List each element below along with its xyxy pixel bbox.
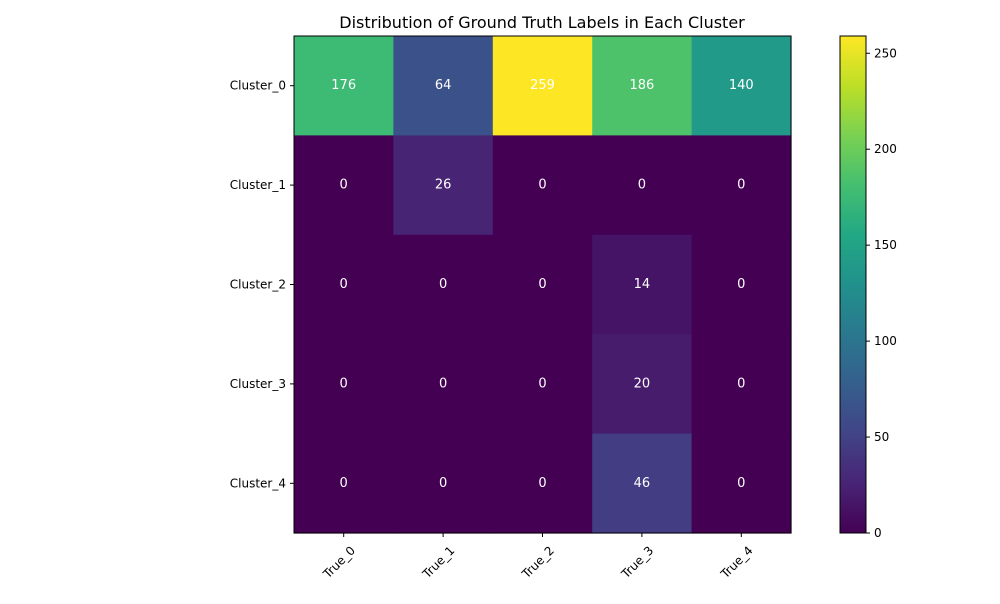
heatmap-cell (492, 36, 593, 136)
colorbar-tick-label: 150 (874, 238, 897, 252)
cell-value-label: 26 (435, 178, 452, 193)
cell-value-label: 0 (538, 277, 546, 292)
heatmap-cell (691, 433, 792, 534)
x-tick-label: True_4 (717, 543, 755, 581)
cell-value-label: 0 (340, 376, 348, 391)
heatmap-cell (691, 36, 792, 136)
heatmap-cell (691, 334, 792, 435)
heatmap-cells (294, 36, 792, 534)
x-tick-label: True_1 (419, 543, 457, 581)
y-tick-label: Cluster_2 (230, 278, 286, 292)
heatmap-cell (492, 135, 593, 236)
heatmap-cell (294, 36, 394, 136)
cell-value-label: 140 (729, 78, 754, 93)
plot-frame (293, 35, 792, 534)
colorbar-tick-label: 250 (874, 46, 897, 60)
cell-value-label: 0 (538, 178, 546, 193)
cell-value-label: 0 (340, 178, 348, 193)
cell-value-label: 0 (538, 376, 546, 391)
cell-value-label: 186 (629, 78, 654, 93)
heatmap-cell (294, 135, 394, 236)
cell-value-label: 0 (340, 476, 348, 491)
cell-value-label: 14 (634, 277, 651, 292)
heatmap-cell (592, 334, 693, 435)
heatmap-cell (691, 234, 792, 335)
heatmap-cell (592, 36, 693, 136)
cell-value-label: 64 (435, 78, 452, 93)
cell-value-label: 0 (439, 376, 447, 391)
cell-value-label: 0 (737, 376, 745, 391)
heatmap-cell (592, 433, 693, 534)
cell-value-label: 0 (538, 476, 546, 491)
heatmap-cell (294, 234, 394, 335)
colorbar-tick-label: 50 (874, 430, 889, 444)
heatmap-cell (393, 135, 494, 236)
colorbar-tick-label: 100 (874, 334, 897, 348)
chart-title: Distribution of Ground Truth Labels in E… (339, 13, 745, 32)
cell-value-label: 259 (530, 78, 555, 93)
x-tick-label: True_3 (618, 543, 656, 581)
heatmap-cell (393, 334, 494, 435)
cell-value-label: 20 (634, 376, 651, 391)
cell-value-label: 0 (638, 178, 646, 193)
heatmap-cell (592, 135, 693, 236)
y-tick-label: Cluster_1 (230, 178, 286, 192)
y-tick-label: Cluster_3 (230, 377, 286, 391)
cell-value-label: 0 (439, 476, 447, 491)
y-tick-label: Cluster_0 (230, 79, 286, 93)
colorbar (839, 35, 867, 534)
colorbar-axis: 0 50 100 150 200 250 (866, 46, 897, 540)
heatmap-cell (592, 234, 693, 335)
heatmap-cell (393, 36, 494, 136)
heatmap-cell (393, 234, 494, 335)
heatmap-cell (691, 135, 792, 236)
heatmap-cell (492, 334, 593, 435)
cell-value-label: 0 (439, 277, 447, 292)
heatmap-cell (294, 334, 394, 435)
heatmap-cell (294, 433, 394, 534)
x-tick-label: True_2 (519, 543, 557, 581)
cell-value-label: 0 (340, 277, 348, 292)
x-tick-label: True_0 (320, 543, 358, 581)
cell-value-label: 0 (737, 277, 745, 292)
cell-value-label: 0 (737, 476, 745, 491)
colorbar-tick-label: 0 (874, 526, 882, 540)
cell-value-label: 0 (737, 178, 745, 193)
y-tick-label: Cluster_4 (230, 476, 286, 490)
cell-value-label: 176 (331, 78, 356, 93)
cell-value-label: 46 (634, 476, 651, 491)
heatmap-cell (492, 433, 593, 534)
y-axis: Cluster_0 Cluster_1 Cluster_2 Cluster_3 Clus… (230, 79, 294, 490)
colorbar-tick-label: 200 (874, 142, 897, 156)
heatmap-cell (393, 433, 494, 534)
heatmap-cell (492, 234, 593, 335)
x-axis: True_0 True_1 True_2 True_3 True_4 (320, 533, 756, 582)
